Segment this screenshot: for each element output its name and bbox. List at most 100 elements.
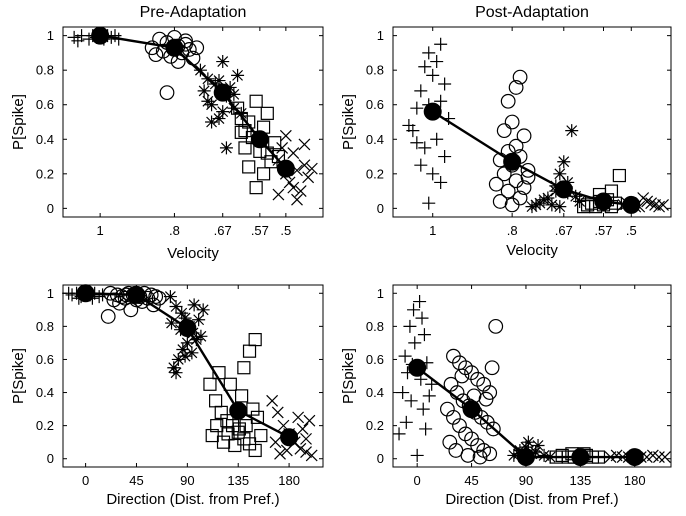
asterisk-marker <box>565 124 579 138</box>
cross-marker <box>300 432 312 445</box>
circle-marker <box>472 449 488 465</box>
x-tick-label: .67 <box>214 223 232 238</box>
y-tick-label: 0.6 <box>36 352 54 367</box>
square-marker <box>223 377 237 391</box>
series-cross <box>266 394 318 462</box>
square-marker <box>205 428 219 443</box>
cross-marker <box>657 198 669 211</box>
x-axis-label: Direction (Dist. from Pref.) <box>445 491 618 508</box>
plot-frame <box>392 26 672 218</box>
square-marker <box>248 443 262 458</box>
asterisk-marker <box>212 74 226 88</box>
plus-marker <box>438 77 452 91</box>
asterisk-marker <box>171 352 185 366</box>
cross-marker <box>294 185 307 198</box>
mean-point <box>76 284 95 303</box>
asterisk-marker <box>212 112 226 126</box>
x-tick-label: 135 <box>569 473 591 488</box>
asterisk-marker <box>169 366 183 380</box>
square-marker <box>230 101 245 115</box>
chart-title: Pre-Adaptation <box>140 4 247 21</box>
x-tick-label: 1 <box>97 223 104 238</box>
x-tick-label: 1 <box>429 223 436 238</box>
plus-marker <box>418 141 432 155</box>
panel-post-velocity: 0 0.2 0.4 0.6 0.8 1 1 .8 .67 .57 .5 Post-Adaptation… <box>340 4 672 259</box>
asterisk-marker <box>163 290 177 304</box>
asterisk-marker <box>234 106 248 120</box>
x-tick-label: 90 <box>519 473 533 488</box>
x-tick-label: .8 <box>169 223 180 238</box>
cross-marker <box>272 188 285 201</box>
plus-marker <box>430 132 444 146</box>
cross-marker <box>652 451 665 463</box>
plus-marker <box>422 196 436 210</box>
square-marker <box>249 181 263 195</box>
asterisk-marker <box>537 193 551 207</box>
series-cross <box>272 129 318 206</box>
plus-marker <box>422 389 436 403</box>
circle-marker <box>148 289 164 304</box>
y-tick-label: 1 <box>47 28 54 43</box>
plus-marker <box>438 150 452 164</box>
asterisk-marker <box>223 80 237 94</box>
circle-marker <box>492 194 508 209</box>
square-marker <box>248 333 262 347</box>
panel-pre-direction: 0 0.2 0.4 0.6 0.8 1 0 45 90 135 180 Direction (Dist… <box>10 284 324 508</box>
y-axis-label: P[Spike] <box>10 348 27 404</box>
y-tick-label: 0.8 <box>36 319 54 334</box>
square-marker <box>268 136 282 150</box>
mean-point <box>503 152 522 171</box>
asterisk-marker <box>194 329 208 343</box>
asterisk-marker <box>201 94 215 108</box>
plus-marker <box>62 286 76 300</box>
y-axis-label: P[Spike] <box>10 94 27 150</box>
plus-marker <box>414 84 428 98</box>
cross-marker <box>292 411 305 424</box>
plot-frame <box>62 26 324 218</box>
circle-marker <box>520 162 536 178</box>
plus-marker <box>414 158 428 172</box>
y-tick-label: 0.8 <box>36 63 54 78</box>
square-marker <box>256 167 271 181</box>
plus-marker <box>426 68 440 82</box>
asterisk-marker <box>193 63 207 77</box>
asterisk-marker <box>553 200 567 214</box>
x-tick-label: 45 <box>464 473 478 488</box>
plus-marker <box>417 328 431 342</box>
y-tick-label: 0.6 <box>366 352 384 367</box>
mean-point <box>250 130 269 149</box>
cross-marker <box>659 451 671 463</box>
circle-marker <box>159 85 175 101</box>
asterisk-marker <box>175 306 189 320</box>
cross-marker <box>280 444 293 457</box>
y-tick-label: 0.4 <box>366 385 384 400</box>
plus-marker <box>108 29 122 43</box>
cross-marker <box>269 436 282 449</box>
plus-marker <box>410 101 424 115</box>
plus-marker <box>419 422 433 436</box>
y-tick-label: 0.2 <box>366 166 384 181</box>
plus-marker <box>416 402 430 416</box>
mean-point <box>625 448 644 467</box>
circle-marker <box>482 446 498 462</box>
y-tick-label: 0.8 <box>366 63 384 78</box>
mean-point <box>571 448 590 467</box>
x-tick-label: 135 <box>227 473 249 488</box>
x-tick-label: .5 <box>626 223 637 238</box>
asterisk-marker <box>531 438 545 452</box>
plus-marker <box>398 349 412 363</box>
square-marker <box>232 422 246 436</box>
mean-point <box>165 38 184 57</box>
cross-marker <box>302 171 315 184</box>
x-axis-label: Velocity <box>506 242 558 259</box>
square-marker <box>203 377 217 391</box>
circle-marker <box>516 128 532 144</box>
cross-marker <box>645 197 658 210</box>
y-tick-label: 0 <box>377 201 384 216</box>
circle-marker <box>151 290 167 306</box>
cross-marker <box>274 447 286 460</box>
square-marker <box>210 419 224 433</box>
square-marker <box>242 115 256 129</box>
x-tick-label: 180 <box>278 473 300 488</box>
y-tick-label: 0.4 <box>36 132 54 147</box>
